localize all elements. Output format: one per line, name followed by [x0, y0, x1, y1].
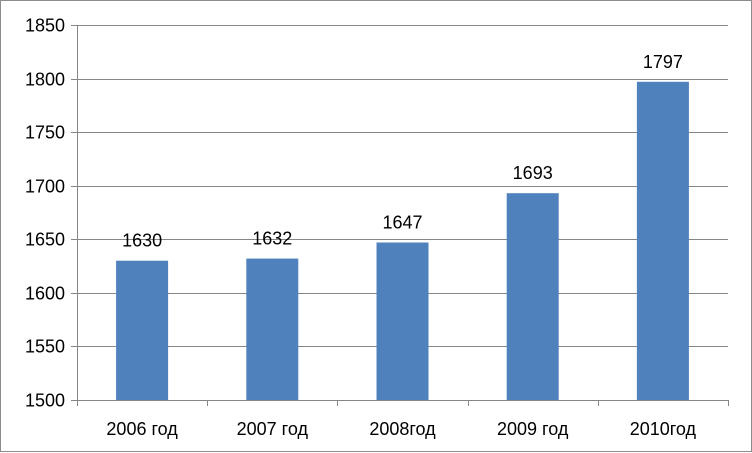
x-tick-label: 2008год: [369, 419, 436, 439]
data-label: 1693: [513, 163, 553, 183]
gridlines: [77, 25, 728, 347]
y-tick-label: 1500: [25, 391, 65, 411]
y-tick-label: 1600: [25, 284, 65, 304]
bar: [376, 242, 429, 400]
data-label: 1630: [122, 231, 162, 251]
data-label: 1797: [643, 52, 683, 72]
bars: [116, 81, 689, 401]
y-tick-label: 1850: [25, 16, 65, 36]
x-tick-label: 2007 год: [237, 419, 309, 439]
y-tick-label: 1650: [25, 230, 65, 250]
y-tick-label: 1550: [25, 337, 65, 357]
x-tick-label: 2006 год: [106, 419, 178, 439]
bar: [636, 81, 689, 401]
bar: [246, 258, 299, 400]
bar: [506, 193, 559, 400]
data-labels: 1630 1632 1647 1693 1797: [122, 52, 683, 251]
y-tick-label: 1800: [25, 70, 65, 90]
y-tick-label: 1750: [25, 123, 65, 143]
y-tick-labels: 1500 1550 1600 1650 1700 1750 1800 1850: [25, 16, 65, 411]
axes: [71, 25, 729, 406]
data-label: 1647: [382, 213, 422, 233]
data-label: 1632: [252, 229, 292, 249]
y-tick-label: 1700: [25, 177, 65, 197]
x-tick-label: 2010год: [630, 419, 697, 439]
x-tick-label: 2009 год: [497, 419, 569, 439]
x-tick-labels: 2006 год 2007 год 2008год 2009 год 2010год: [106, 419, 696, 439]
bar: [116, 260, 169, 400]
